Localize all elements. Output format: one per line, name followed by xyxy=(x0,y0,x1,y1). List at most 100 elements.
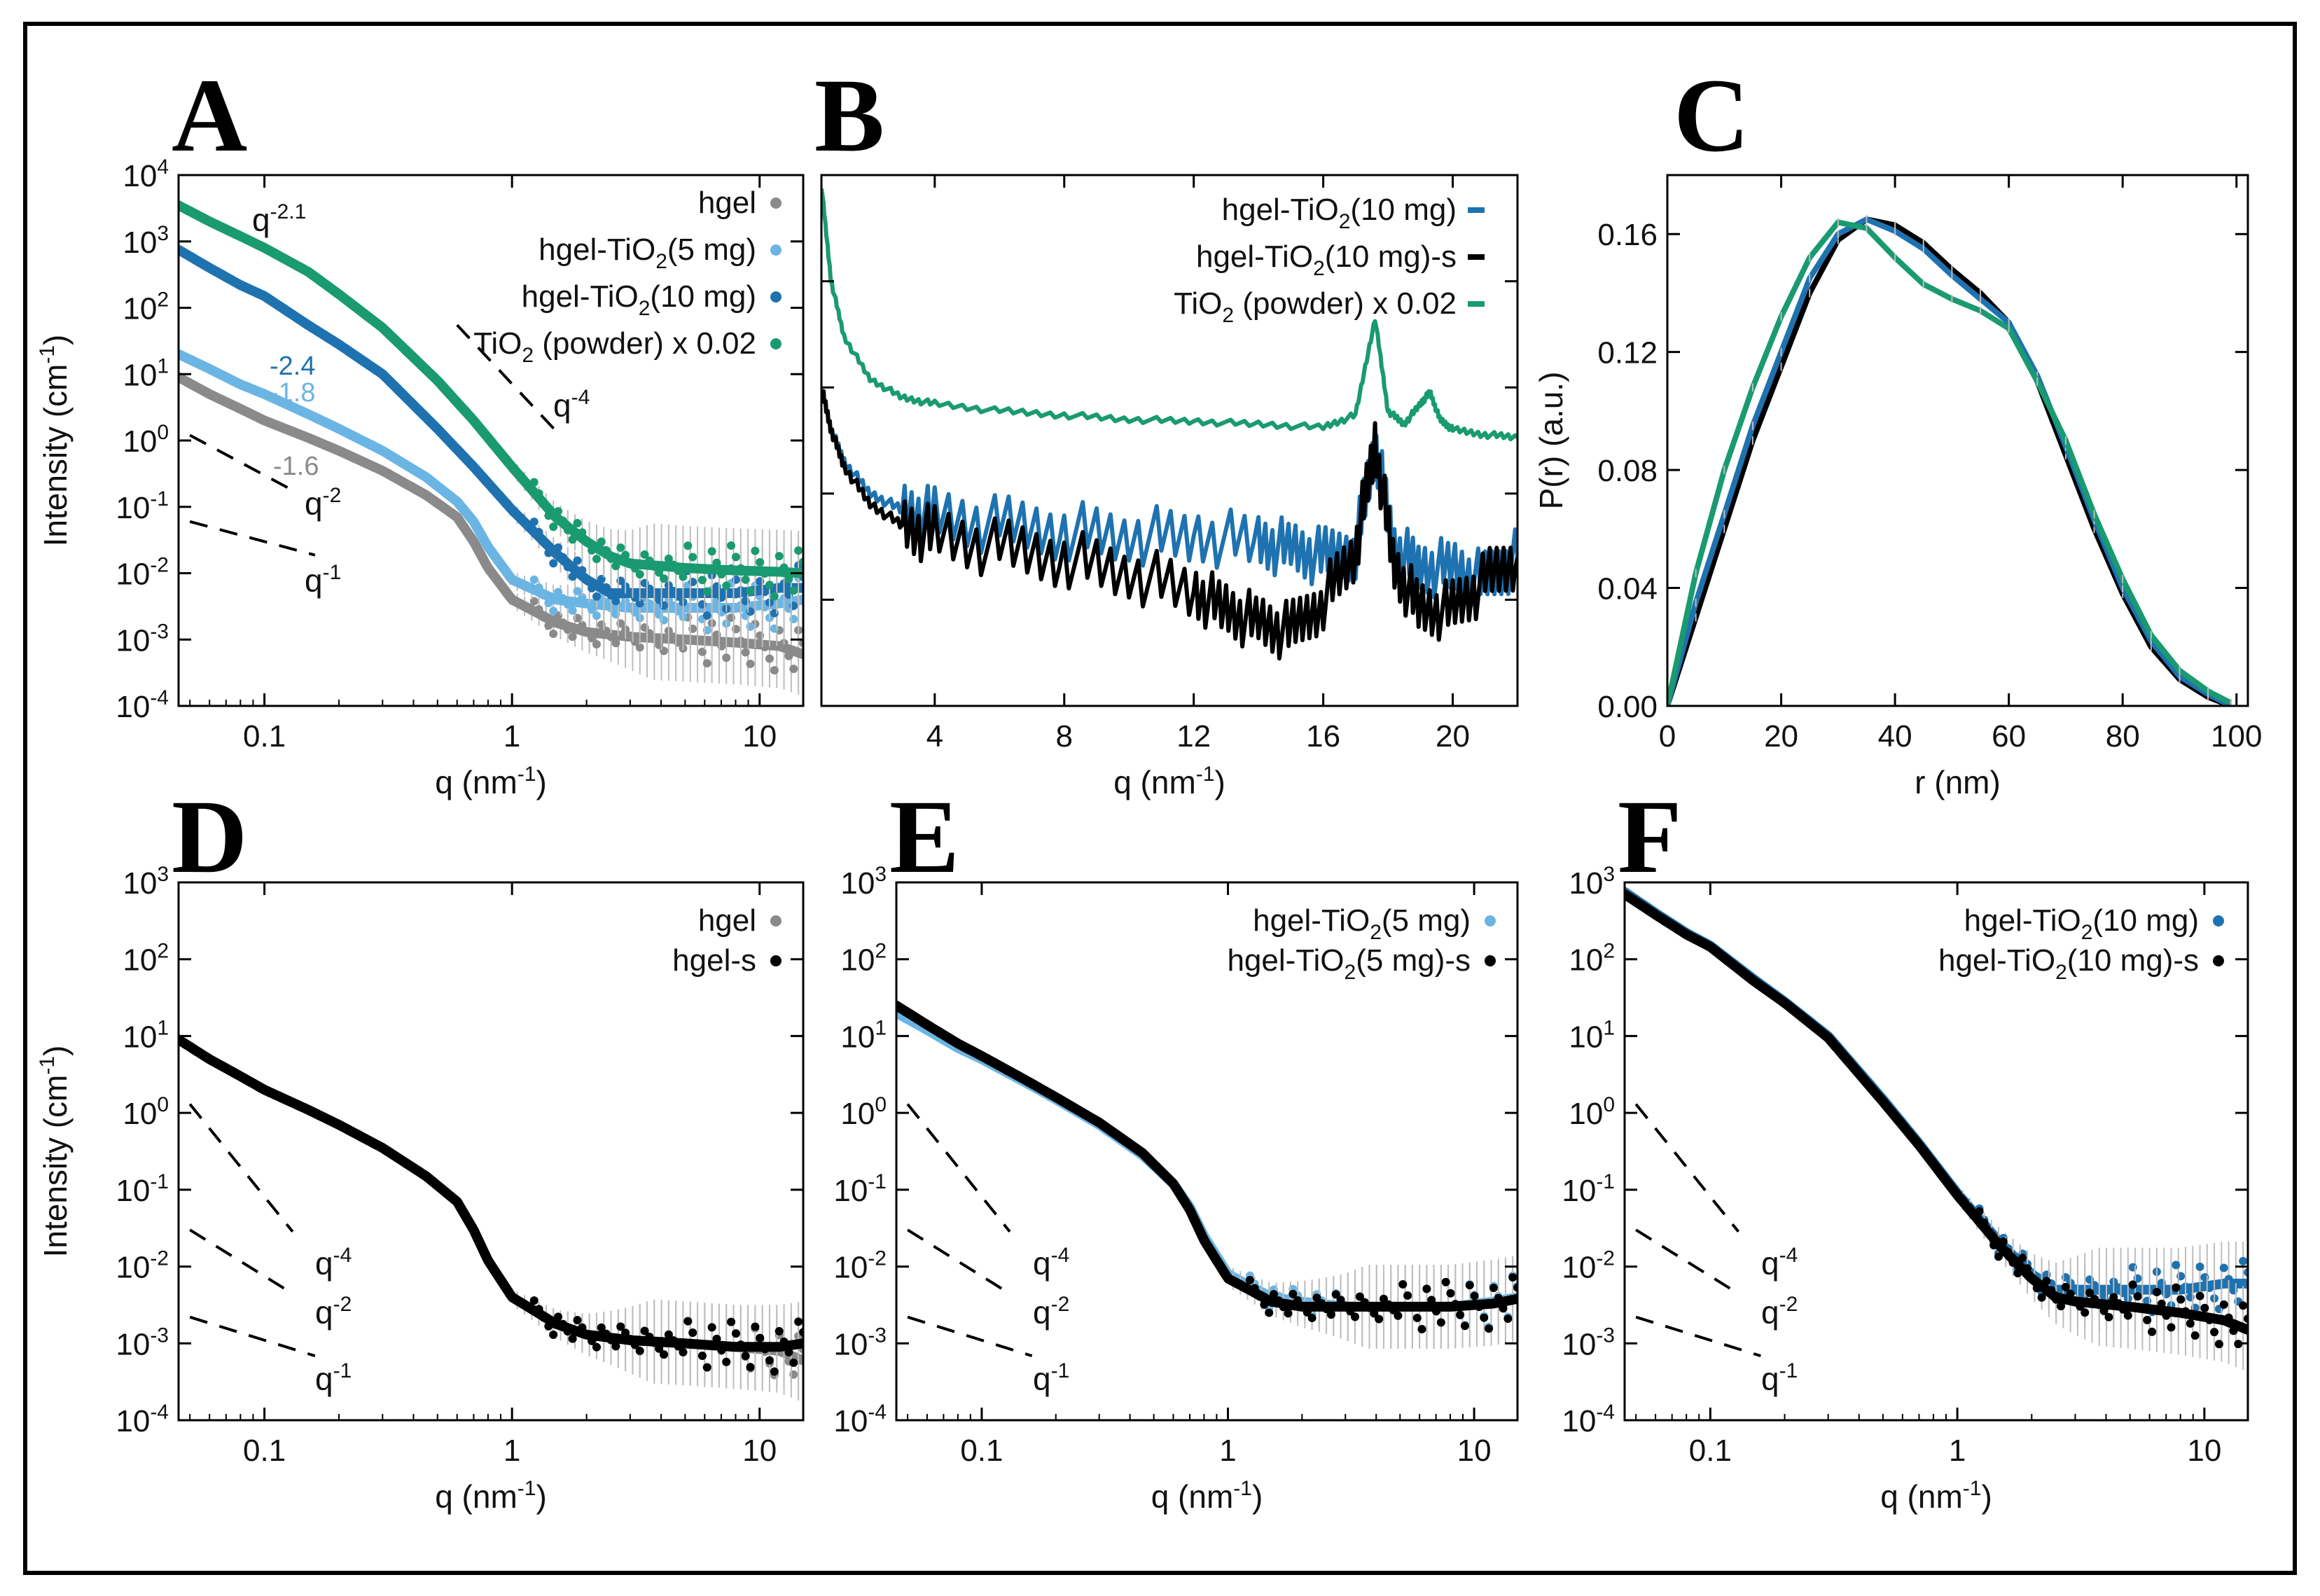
panel-letter-e: E xyxy=(889,779,959,895)
data-point xyxy=(1341,1301,1350,1310)
data-point xyxy=(1279,1303,1288,1312)
data-point xyxy=(583,627,592,637)
data-point xyxy=(611,1342,620,1351)
panel-b: 4 8 12 16 20q (nm-1)hgel-TiO2(10 mg)hgel-TiO… xyxy=(820,174,1519,800)
series-3 xyxy=(821,188,1517,442)
data-point xyxy=(722,1357,731,1366)
plot-area-d xyxy=(179,1034,803,1401)
data-point xyxy=(1494,1293,1503,1303)
data-point xyxy=(1499,1304,1508,1313)
x-tick-label: 10 xyxy=(2187,1434,2221,1468)
reference-slope-line xyxy=(189,520,316,557)
data-point xyxy=(650,562,659,571)
data-point xyxy=(2099,1307,2109,1316)
legend-entry-label: TiO2 (powder) x 0.02 xyxy=(1174,286,1457,327)
data-point xyxy=(2219,1300,2228,1309)
reference-slope-line xyxy=(189,1315,316,1358)
legend-entry-label: hgel xyxy=(698,186,756,220)
series-line xyxy=(821,188,1517,442)
data-point xyxy=(784,651,793,660)
data-point xyxy=(1508,1273,1517,1282)
x-tick-label: 0.1 xyxy=(960,1434,1003,1468)
annotation-text: q-2 xyxy=(1761,1293,1798,1331)
x-tick-label: 20 xyxy=(1764,719,1798,754)
data-point xyxy=(1975,1207,1984,1216)
data-point xyxy=(683,1317,693,1326)
legend-marker xyxy=(2213,955,2224,966)
data-point xyxy=(770,592,779,601)
data-point xyxy=(1446,1289,1455,1298)
data-point xyxy=(1389,1305,1398,1314)
reference-slope-line xyxy=(907,1228,1011,1295)
x-tick-label: 1 xyxy=(1219,1434,1236,1468)
data-point xyxy=(529,518,539,527)
data-point xyxy=(583,576,592,585)
data-point xyxy=(660,1350,669,1359)
data-point xyxy=(554,1312,563,1321)
data-point xyxy=(573,1316,582,1325)
data-point xyxy=(746,660,755,669)
data-point xyxy=(534,583,543,592)
data-point xyxy=(592,1342,601,1352)
annotation-text: -2.4 xyxy=(270,352,315,381)
panel-d: 0.1 1 10 103 102 101 100 10-1 10-2 10-3 10-4 q (nm-… xyxy=(36,863,805,1515)
series-2 xyxy=(821,389,1517,661)
data-point xyxy=(1260,1300,1269,1309)
data-point xyxy=(1985,1230,1994,1239)
annotation-text: q-2.1 xyxy=(252,200,306,238)
data-point xyxy=(568,535,577,544)
data-point xyxy=(578,528,587,537)
data-point xyxy=(1355,1292,1364,1301)
data-point xyxy=(549,1330,558,1339)
data-point xyxy=(2195,1262,2204,1271)
data-point xyxy=(2157,1299,2166,1308)
data-point xyxy=(1298,1302,1307,1311)
x-tick-label: 1 xyxy=(503,1434,520,1468)
legend-marker xyxy=(770,244,782,256)
data-point xyxy=(2138,1304,2147,1313)
data-point xyxy=(606,632,616,641)
data-point xyxy=(2042,1277,2051,1286)
legend-entry-label: hgel-TiO2(10 mg) xyxy=(1222,193,1457,233)
data-point xyxy=(2214,1340,2223,1349)
data-point xyxy=(2229,1326,2238,1335)
x-tick-label: 80 xyxy=(2106,719,2140,754)
data-point xyxy=(2181,1307,2190,1316)
legend-entry-label: hgel-TiO2(10 mg)-s xyxy=(1196,240,1457,280)
data-point xyxy=(2239,1301,2248,1310)
data-point xyxy=(597,1323,606,1332)
data-point xyxy=(2224,1313,2233,1322)
data-point xyxy=(544,599,553,608)
data-point xyxy=(688,553,697,562)
series-2 xyxy=(179,1034,803,1389)
data-point xyxy=(2167,1323,2176,1332)
annotation-text: q-4 xyxy=(553,386,590,424)
x-axis-label: r (nm) xyxy=(1915,764,2001,800)
axes-frame xyxy=(895,881,1519,1422)
data-point xyxy=(2076,1302,2085,1311)
y-tick-label: 10-4 xyxy=(833,1401,887,1438)
data-point xyxy=(779,1337,789,1346)
data-point xyxy=(707,547,716,556)
data-point xyxy=(578,566,587,575)
data-point xyxy=(2027,1275,2036,1284)
data-point xyxy=(544,621,553,630)
data-point xyxy=(702,587,711,596)
data-point xyxy=(539,613,548,622)
data-point xyxy=(679,572,688,581)
series-line xyxy=(821,389,1517,661)
data-point xyxy=(1270,1289,1279,1298)
data-point xyxy=(1485,1324,1494,1333)
axes-frame xyxy=(1666,174,2249,707)
data-point xyxy=(1989,1241,1999,1250)
y-tick-label: 100 xyxy=(123,421,169,459)
data-point xyxy=(2061,1282,2070,1291)
data-point xyxy=(1451,1300,1460,1309)
data-point xyxy=(645,556,654,565)
data-point xyxy=(741,575,750,584)
data-point xyxy=(2104,1312,2113,1321)
data-point xyxy=(544,511,553,520)
legend: hgel-TiO2(10 mg) hgel-TiO2(10 mg)-s TiO2 (… xyxy=(1174,193,1485,327)
data-point xyxy=(549,606,558,616)
